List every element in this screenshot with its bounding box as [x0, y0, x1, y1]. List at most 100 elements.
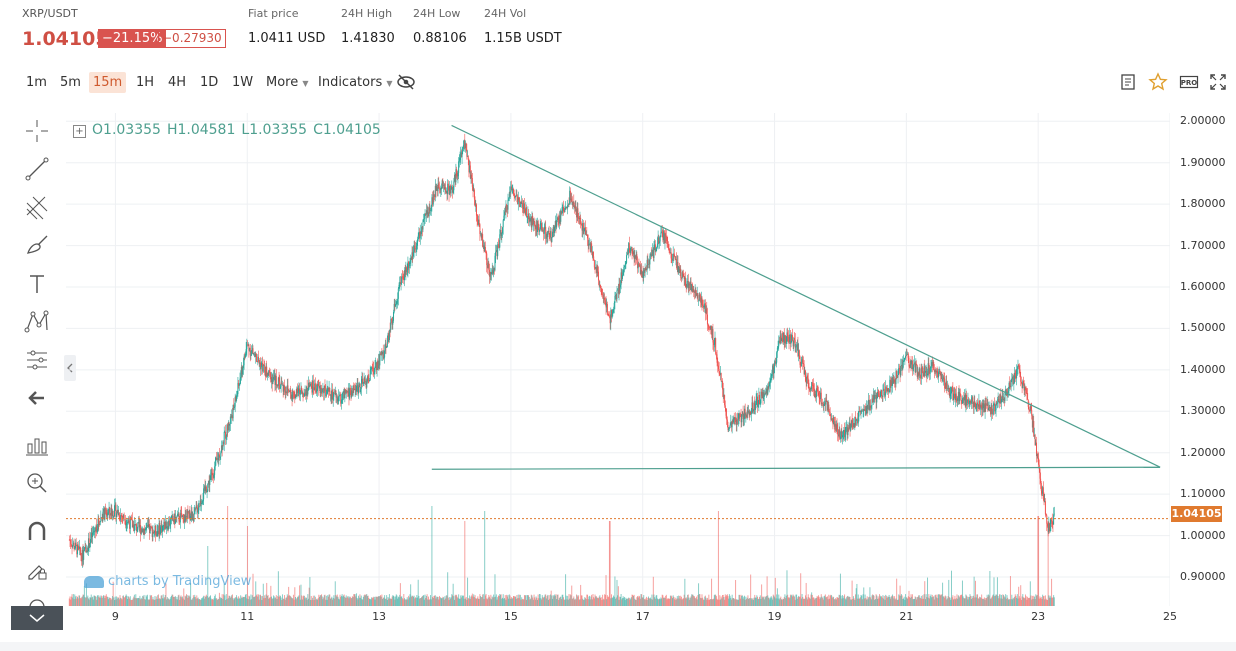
candle-body	[805, 381, 807, 384]
volume-bar	[911, 596, 913, 606]
volume-bar	[140, 597, 142, 606]
candle-body	[284, 390, 286, 393]
volume-bar	[885, 594, 887, 606]
y-tick-label: 1.10000	[1180, 487, 1226, 501]
volume-bar	[928, 594, 930, 606]
volume-bar	[454, 599, 456, 606]
candle-body	[144, 529, 146, 531]
volume-bar	[724, 599, 726, 606]
expand-panel-button[interactable]	[11, 606, 63, 630]
candle-body	[579, 217, 581, 219]
prediction-icon[interactable]	[24, 347, 50, 373]
candle-body	[945, 381, 947, 389]
candle-body	[713, 342, 715, 346]
pitchfork-icon[interactable]	[24, 195, 50, 221]
star-icon[interactable]	[1148, 72, 1168, 92]
candle-body	[972, 397, 974, 403]
volume-bar	[72, 597, 74, 606]
volume-bar	[403, 598, 405, 606]
collapse-toolbar-handle[interactable]	[64, 355, 76, 381]
notes-icon[interactable]	[1118, 72, 1138, 92]
volume-bar	[228, 595, 230, 606]
volume-bar	[607, 597, 609, 606]
candle-body	[72, 542, 74, 545]
candle-body	[697, 293, 699, 301]
trendline-icon[interactable]	[24, 156, 50, 182]
timeframe-1d[interactable]: 1D	[200, 75, 219, 90]
candle-body	[300, 387, 302, 392]
candle-body	[387, 333, 389, 342]
timeframe-1w[interactable]: 1W	[232, 75, 254, 90]
volume-bar	[1020, 599, 1022, 606]
candle-body	[371, 367, 373, 368]
timeframe-1m[interactable]: 1m	[26, 75, 47, 90]
chart-canvas[interactable]	[66, 113, 1171, 606]
timeframe-15m[interactable]: 15m	[89, 72, 127, 93]
candle-body	[835, 424, 837, 431]
candle-body	[903, 360, 905, 361]
brush-icon[interactable]	[24, 233, 50, 259]
candle-body	[311, 385, 313, 393]
volume-bar	[271, 598, 273, 606]
candle-body	[604, 297, 606, 301]
candle-body	[751, 402, 753, 413]
volume-bar	[119, 595, 121, 606]
volume-bar	[994, 595, 996, 606]
timeframe-5m[interactable]: 5m	[60, 75, 81, 90]
volume-bar	[835, 598, 837, 606]
candle-body	[513, 194, 515, 197]
volume-bar	[129, 598, 131, 606]
candle-body	[677, 262, 679, 273]
candle-body	[105, 508, 107, 509]
timeframe-4h[interactable]: 4H	[168, 75, 187, 90]
price-axis[interactable]: 2.00000 1.90000 1.80000 1.70000 1.60000 1.500…	[1170, 113, 1236, 606]
candle-body	[961, 398, 963, 404]
candle-body	[661, 231, 663, 233]
candle-body	[358, 386, 360, 394]
candle-body	[650, 253, 652, 256]
volume-bar	[591, 599, 593, 606]
volume-bar	[445, 595, 447, 606]
candle-body	[556, 219, 558, 228]
pro-icon[interactable]: PRO	[1179, 72, 1199, 92]
volume-bar	[341, 594, 343, 606]
lock-drawings-icon[interactable]	[24, 556, 50, 582]
pattern-icon[interactable]	[24, 309, 50, 335]
magnet-icon[interactable]	[24, 518, 50, 544]
candle-body	[172, 515, 174, 520]
volume-bar	[1019, 598, 1021, 606]
eye-icon[interactable]	[24, 594, 50, 608]
text-icon[interactable]	[24, 271, 50, 297]
volume-bar	[680, 596, 682, 606]
volume-bar	[170, 595, 172, 606]
measure-icon[interactable]	[24, 433, 50, 459]
volume-bar	[552, 595, 554, 606]
fullscreen-icon[interactable]	[1208, 72, 1228, 92]
more-dropdown[interactable]: More ▼	[262, 72, 313, 93]
volume-bar	[94, 595, 96, 606]
crosshair-icon[interactable]	[24, 118, 50, 144]
volume-bar	[332, 597, 334, 606]
candle-body	[228, 422, 230, 426]
back-arrow-icon[interactable]	[24, 385, 50, 411]
candle-body	[113, 516, 115, 517]
candle-body	[780, 337, 782, 341]
hide-eye-icon[interactable]	[396, 72, 416, 92]
volume-bar	[643, 595, 645, 606]
candle-body	[743, 408, 745, 419]
candle-body	[487, 262, 489, 269]
time-axis[interactable]: 9 11 13 15 17 19 21 23 25	[66, 606, 1177, 628]
volume-bar	[1030, 595, 1032, 606]
pair-name[interactable]: XRP/USDT	[22, 7, 78, 20]
tradingview-watermark[interactable]: charts by TradingView	[84, 574, 251, 589]
volume-bar	[781, 599, 783, 606]
legend-add-icon[interactable]: +	[73, 125, 86, 138]
zoom-icon[interactable]	[24, 470, 50, 496]
indicators-dropdown[interactable]: Indicators ▼	[314, 72, 397, 93]
volume-bar	[200, 599, 202, 606]
price-chart[interactable]	[66, 113, 1171, 606]
candle-body	[390, 319, 392, 321]
candle-body	[685, 287, 687, 288]
timeframe-1h[interactable]: 1H	[136, 75, 155, 90]
candle-body	[980, 405, 982, 407]
